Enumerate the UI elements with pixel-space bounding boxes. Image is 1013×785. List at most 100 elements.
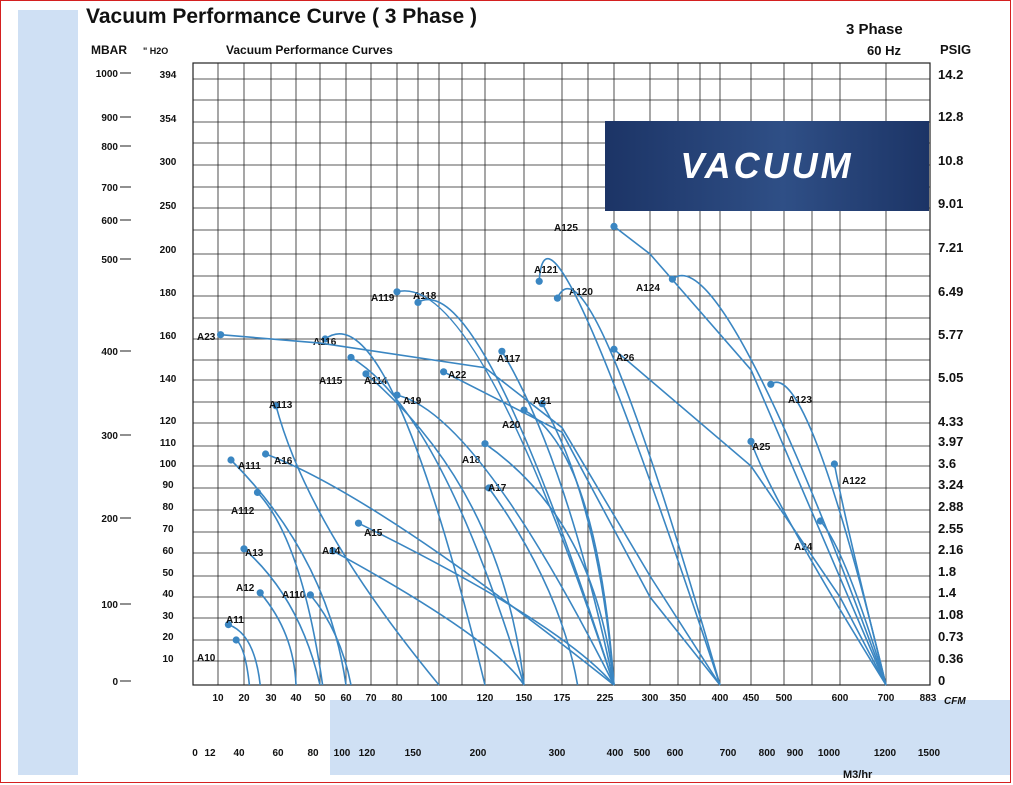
point-a22 xyxy=(440,368,448,376)
cfm-tick-label: 80 xyxy=(391,693,403,704)
phase-label: 3 Phase xyxy=(846,21,903,38)
psig-tick-label: 7.21 xyxy=(938,240,963,255)
curve-a113 xyxy=(275,405,440,686)
h2o-tick-label: 50 xyxy=(162,568,174,579)
mbar-tick-label: 200 xyxy=(101,514,118,525)
psig-tick-label: 12.8 xyxy=(938,109,963,124)
series-label-a22: A22 xyxy=(448,370,467,381)
cfm-tick-label: 883 xyxy=(920,693,937,704)
curve-a114 xyxy=(365,373,525,686)
series-label-a17: A17 xyxy=(488,483,507,494)
curve-a17 xyxy=(488,487,579,686)
m3hr-tick-label: 1500 xyxy=(918,748,941,759)
h2o-tick-label: 160 xyxy=(160,331,177,342)
m3hr-tick-label: 12 xyxy=(204,748,216,759)
m3hr-tick-label: 500 xyxy=(634,748,651,759)
curve-a121 xyxy=(538,257,721,686)
series-label-a25: A25 xyxy=(752,442,771,453)
cfm-tick-label: 300 xyxy=(642,693,659,704)
cfm-tick-label: 350 xyxy=(670,693,687,704)
curve-a19 xyxy=(396,394,615,686)
series-label-a122: A122 xyxy=(842,476,866,487)
mbar-tick-label: 300 xyxy=(101,431,118,442)
cfm-tick-label: 225 xyxy=(597,693,614,704)
curve-a13 xyxy=(243,548,321,686)
cfm-tick-label: 600 xyxy=(832,693,849,704)
point-a12 xyxy=(256,589,264,597)
curve-a15 xyxy=(358,522,615,686)
mbar-tick-label: 400 xyxy=(101,347,118,358)
series-label-a123: A123 xyxy=(788,395,812,406)
curve-a111 xyxy=(230,459,347,686)
h2o-axis-label: " H2O xyxy=(143,46,168,56)
h2o-tick-label: 354 xyxy=(160,114,177,125)
h2o-tick-label: 60 xyxy=(162,546,174,557)
m3hr-tick-label: 900 xyxy=(787,748,804,759)
cfm-tick-label: 70 xyxy=(365,693,377,704)
psig-tick-label: 0.73 xyxy=(938,629,963,644)
cfm-tick-label: 10 xyxy=(212,693,224,704)
cfm-tick-label: 30 xyxy=(265,693,277,704)
series-label-a116: A116 xyxy=(313,337,337,348)
series-label-a15: A15 xyxy=(364,528,383,539)
curve-a117 xyxy=(501,350,615,686)
point-a23 xyxy=(217,331,225,339)
psig-tick-label: 1.8 xyxy=(938,564,956,579)
psig-tick-label: 3.97 xyxy=(938,434,963,449)
series-label-a10: A10 xyxy=(197,653,216,664)
series-label-a117: A117 xyxy=(497,354,521,365)
series-label-a14: A14 xyxy=(322,546,341,557)
curve-a116 xyxy=(324,333,486,686)
series-label-a18: A18 xyxy=(462,455,481,466)
point-a119 xyxy=(393,288,401,296)
psig-axis-label: PSIG xyxy=(940,42,971,57)
point-a115 xyxy=(347,353,355,362)
curve-a26 xyxy=(613,348,887,686)
series-label-a113: A113 xyxy=(269,400,293,411)
psig-tick-label: 1.4 xyxy=(938,585,957,600)
series-label-a16: A16 xyxy=(274,456,293,467)
psig-tick-label: 2.55 xyxy=(938,521,963,536)
cfm-tick-label: 60 xyxy=(340,693,352,704)
h2o-tick-label: 40 xyxy=(162,589,174,600)
curve-a22 xyxy=(443,371,721,686)
curve-a119 xyxy=(396,290,615,686)
h2o-tick-label: 394 xyxy=(160,70,177,81)
h2o-tick-label: 250 xyxy=(160,201,177,212)
h2o-tick-label: 140 xyxy=(160,374,177,385)
psig-tick-label: 14.2 xyxy=(938,67,963,82)
m3hr-tick-label: 0 xyxy=(192,748,198,759)
axis-ticks: 1000900800700600500400300200100039435430… xyxy=(96,67,964,759)
psig-tick-label: 2.88 xyxy=(938,499,963,514)
cfm-tick-label: 700 xyxy=(878,693,895,704)
m3hr-tick-label: 60 xyxy=(272,748,284,759)
series-label-a12: A12 xyxy=(236,583,255,594)
curve-a115 xyxy=(350,356,525,686)
psig-tick-label: 1.08 xyxy=(938,607,963,622)
mbar-tick-label: 900 xyxy=(101,113,118,124)
point-a16 xyxy=(262,450,270,458)
m3hr-tick-label: 80 xyxy=(307,748,319,759)
psig-tick-label: 2.16 xyxy=(938,542,963,557)
m3hr-tick-label: 300 xyxy=(549,748,566,759)
m3hr-unit-label: M3/hr xyxy=(843,769,873,781)
m3hr-tick-label: 120 xyxy=(359,748,376,759)
m3hr-tick-label: 700 xyxy=(720,748,737,759)
mbar-tick-label: 600 xyxy=(101,216,118,227)
cfm-tick-label: 50 xyxy=(314,693,326,704)
curve-a123 xyxy=(770,381,887,686)
psig-tick-label: 0 xyxy=(938,673,945,688)
m3hr-tick-label: 200 xyxy=(470,748,487,759)
h2o-tick-label: 20 xyxy=(162,632,174,643)
point-a21 xyxy=(538,400,546,408)
m3hr-tick-label: 1000 xyxy=(818,748,841,759)
point-a15 xyxy=(354,519,363,527)
point-a26 xyxy=(610,345,618,353)
point-a25 xyxy=(747,437,755,445)
series-label-a114: A114 xyxy=(364,376,388,387)
cfm-tick-label: 150 xyxy=(516,693,533,704)
point-a125 xyxy=(610,222,618,230)
psig-tick-label: 9.01 xyxy=(938,196,963,211)
